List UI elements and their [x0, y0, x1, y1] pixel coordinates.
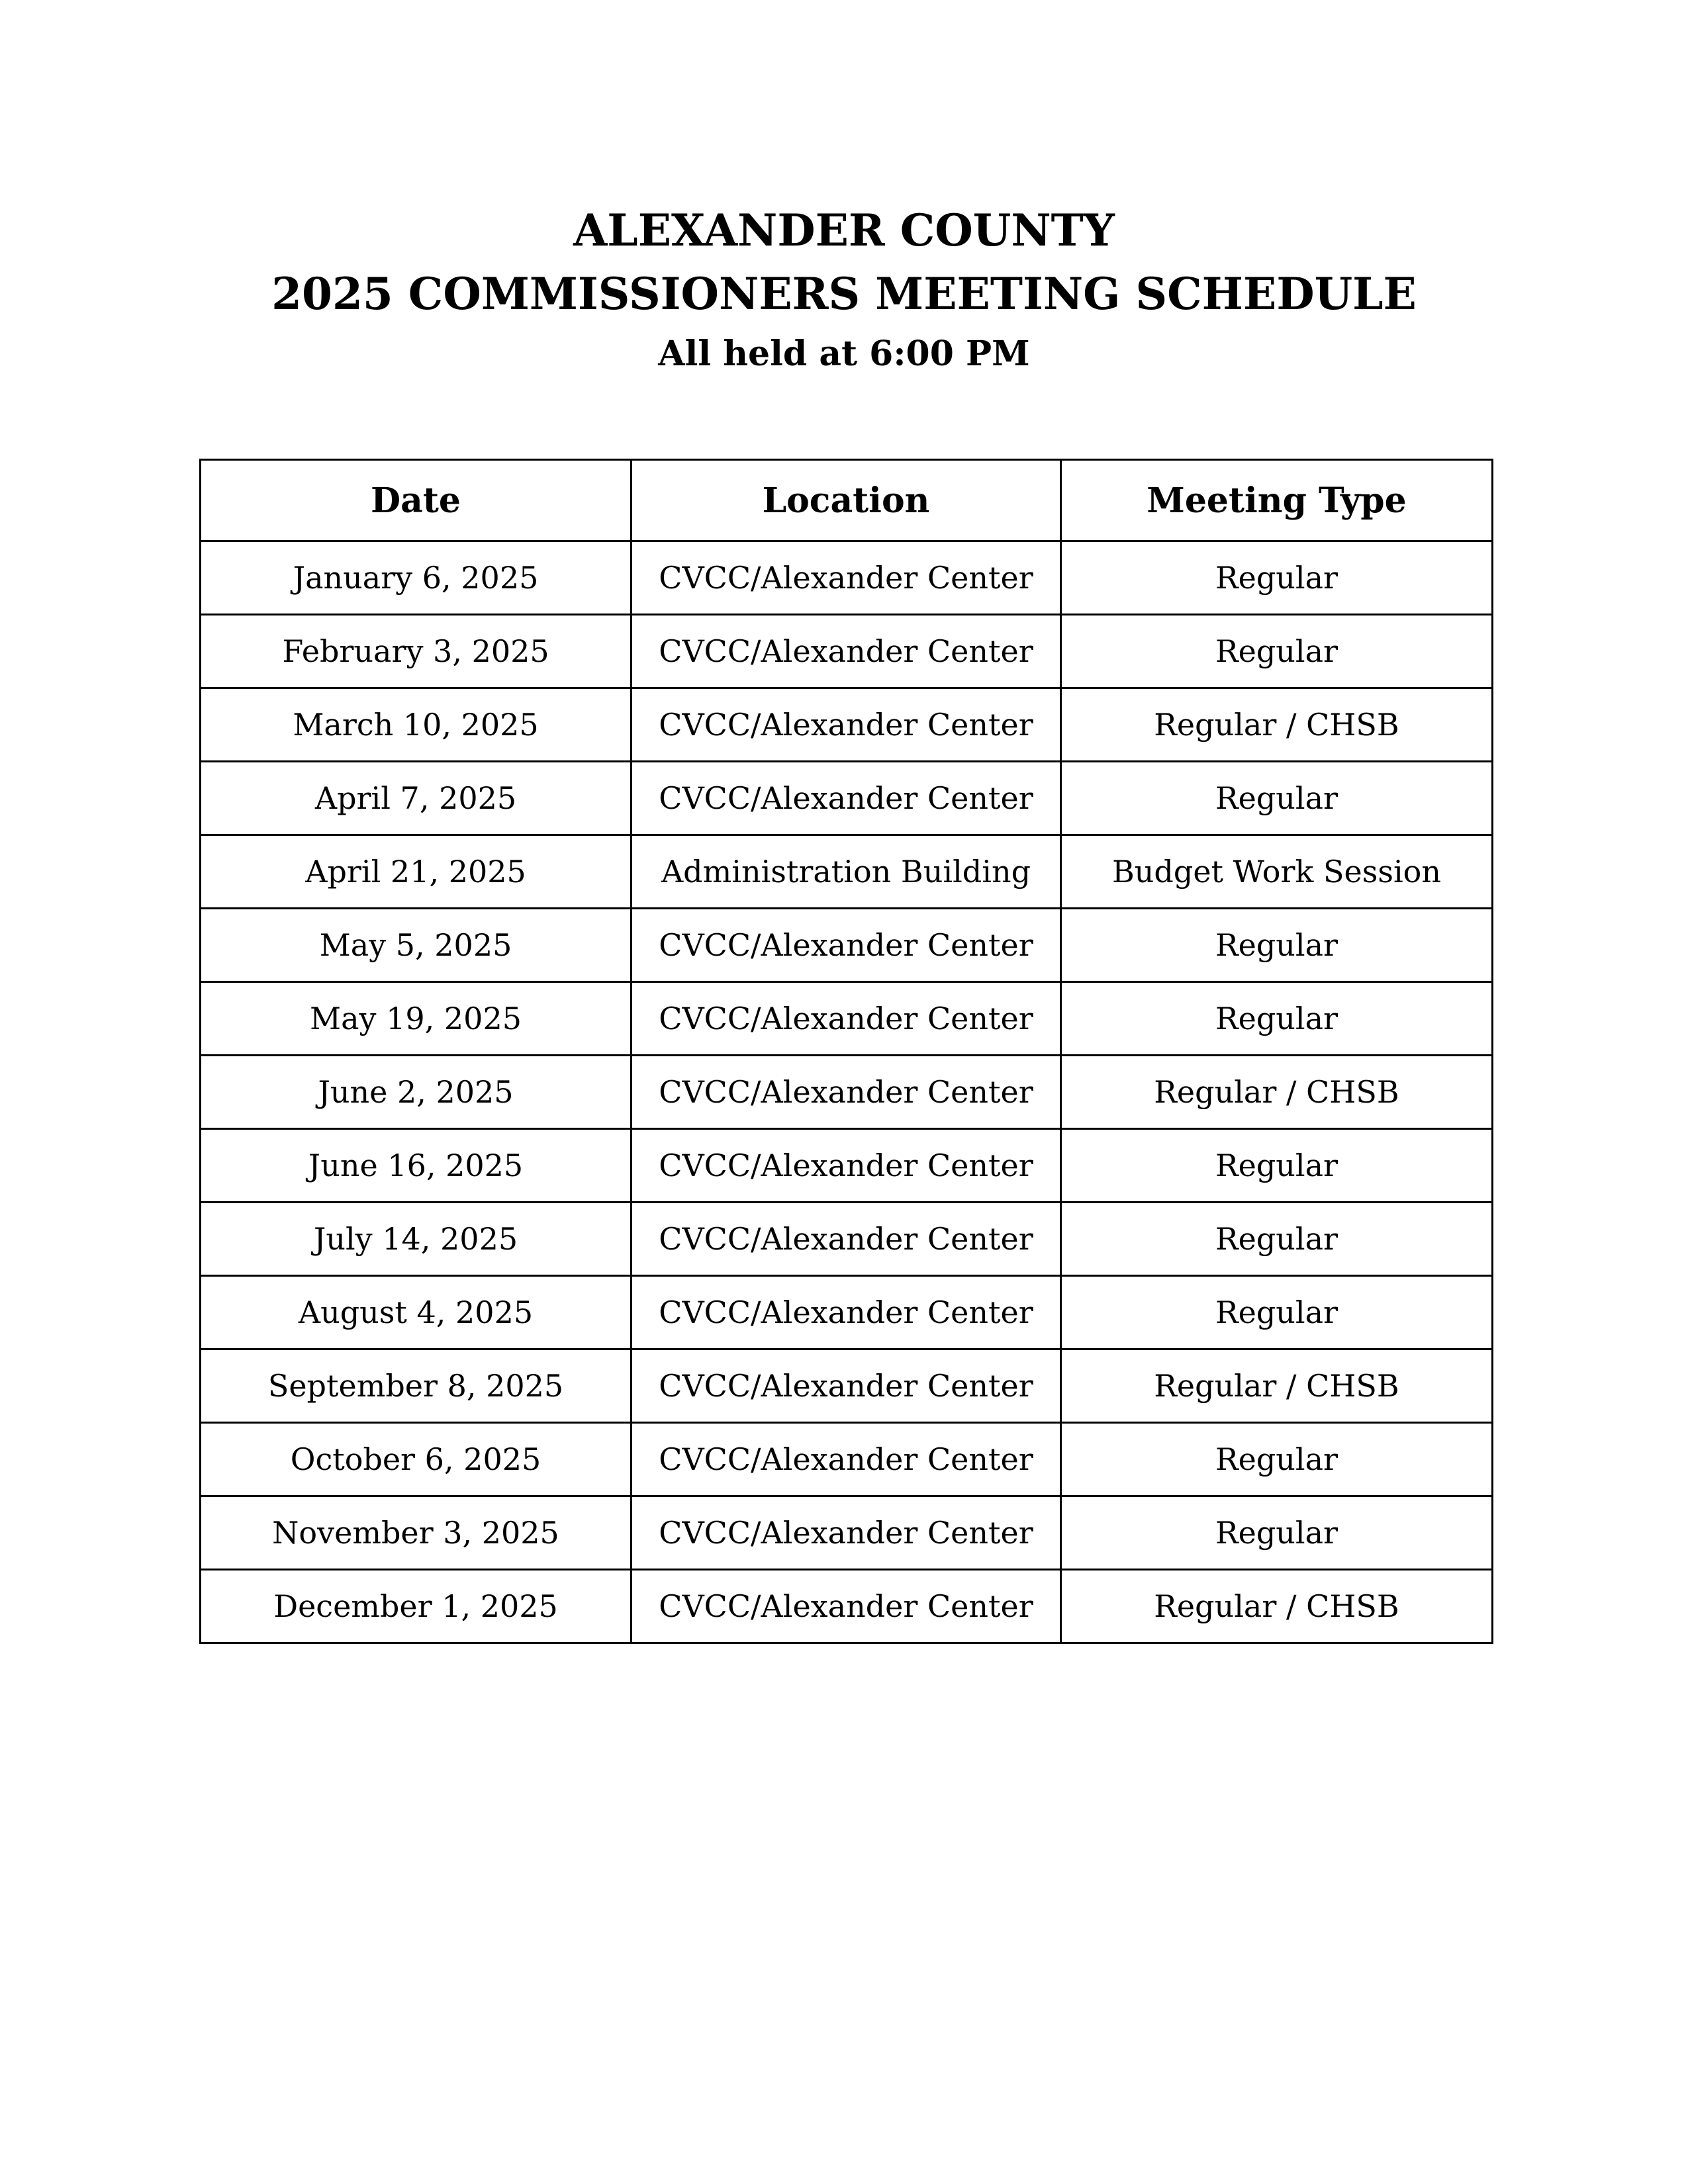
location-cell: CVCC/Alexander Center: [630, 614, 1062, 689]
table-row: November 3, 2025 CVCC/Alexander Center Reg…: [199, 1495, 1493, 1570]
location-cell: CVCC/Alexander Center: [630, 907, 1062, 983]
meeting-schedule-table: Date Location Meeting Type January 6, 20…: [199, 459, 1493, 1644]
location-cell: CVCC/Alexander Center: [630, 687, 1062, 762]
table-row: May 19, 2025 CVCC/Alexander Center Regular: [199, 981, 1493, 1056]
meeting-type-cell: Regular / CHSB: [1060, 1054, 1493, 1130]
schedule-title: 2025 COMMISSIONERS MEETING SCHEDULE: [271, 268, 1417, 320]
meeting-type-cell: Regular: [1060, 760, 1493, 836]
table-row: May 5, 2025 CVCC/Alexander Center Regular: [199, 907, 1493, 983]
table-row: October 6, 2025 CVCC/Alexander Center Regu…: [199, 1422, 1493, 1497]
table-row: March 10, 2025 CVCC/Alexander Center Regul…: [199, 687, 1493, 762]
table-row: February 3, 2025 CVCC/Alexander Center Reg…: [199, 614, 1493, 689]
location-cell: CVCC/Alexander Center: [630, 1275, 1062, 1350]
meeting-type-cell: Regular / CHSB: [1060, 687, 1493, 762]
table-row: June 16, 2025 CVCC/Alexander Center Regula…: [199, 1128, 1493, 1203]
date-cell: January 6, 2025: [199, 540, 632, 615]
meeting-type-cell: Regular: [1060, 614, 1493, 689]
date-cell: June 2, 2025: [199, 1054, 632, 1130]
location-cell: CVCC/Alexander Center: [630, 1569, 1062, 1644]
date-cell: July 14, 2025: [199, 1201, 632, 1277]
meeting-time-subtitle: All held at 6:00 PM: [658, 334, 1030, 374]
table-row: July 14, 2025 CVCC/Alexander Center Regula…: [199, 1201, 1493, 1277]
location-cell: CVCC/Alexander Center: [630, 1054, 1062, 1130]
table-row: April 21, 2025 Administration Building Bud…: [199, 834, 1493, 909]
location-cell: CVCC/Alexander Center: [630, 1128, 1062, 1203]
meeting-type-cell: Budget Work Session: [1060, 834, 1493, 909]
location-cell: CVCC/Alexander Center: [630, 1422, 1062, 1497]
document-header: ALEXANDER COUNTY 2025 COMMISSIONERS MEET…: [0, 199, 1688, 383]
location-cell: Administration Building: [630, 834, 1062, 909]
date-cell: October 6, 2025: [199, 1422, 632, 1497]
table-row: June 2, 2025 CVCC/Alexander Center Regular…: [199, 1054, 1493, 1130]
table-row: September 8, 2025 CVCC/Alexander Center Re…: [199, 1348, 1493, 1424]
meeting-type-cell: Regular / CHSB: [1060, 1348, 1493, 1424]
meeting-type-cell: Regular / CHSB: [1060, 1569, 1493, 1644]
date-cell: September 8, 2025: [199, 1348, 632, 1424]
meeting-type-cell: Regular: [1060, 907, 1493, 983]
meeting-type-cell: Regular: [1060, 540, 1493, 615]
column-header-location: Location: [630, 459, 1062, 542]
table-row: April 7, 2025 CVCC/Alexander Center Regula…: [199, 760, 1493, 836]
date-cell: March 10, 2025: [199, 687, 632, 762]
meeting-type-cell: Regular: [1060, 1275, 1493, 1350]
location-cell: CVCC/Alexander Center: [630, 1201, 1062, 1277]
location-cell: CVCC/Alexander Center: [630, 1348, 1062, 1424]
county-title: ALEXANDER COUNTY: [573, 205, 1115, 256]
meeting-type-cell: Regular: [1060, 1422, 1493, 1497]
table-row: January 6, 2025 CVCC/Alexander Center Regu…: [199, 540, 1493, 615]
table-row: August 4, 2025 CVCC/Alexander Center Regul…: [199, 1275, 1493, 1350]
table-header-row: Date Location Meeting Type: [199, 459, 1493, 542]
column-header-meeting-type: Meeting Type: [1060, 459, 1493, 542]
date-cell: August 4, 2025: [199, 1275, 632, 1350]
meeting-type-cell: Regular: [1060, 1128, 1493, 1203]
date-cell: May 5, 2025: [199, 907, 632, 983]
date-cell: June 16, 2025: [199, 1128, 632, 1203]
date-cell: May 19, 2025: [199, 981, 632, 1056]
meeting-type-cell: Regular: [1060, 1495, 1493, 1570]
location-cell: CVCC/Alexander Center: [630, 1495, 1062, 1570]
meeting-type-cell: Regular: [1060, 1201, 1493, 1277]
date-cell: April 21, 2025: [199, 834, 632, 909]
date-cell: November 3, 2025: [199, 1495, 632, 1570]
location-cell: CVCC/Alexander Center: [630, 981, 1062, 1056]
date-cell: December 1, 2025: [199, 1569, 632, 1644]
date-cell: February 3, 2025: [199, 614, 632, 689]
location-cell: CVCC/Alexander Center: [630, 760, 1062, 836]
location-cell: CVCC/Alexander Center: [630, 540, 1062, 615]
column-header-date: Date: [199, 459, 632, 542]
date-cell: April 7, 2025: [199, 760, 632, 836]
table-row: December 1, 2025 CVCC/Alexander Center Reg…: [199, 1569, 1493, 1644]
meeting-type-cell: Regular: [1060, 981, 1493, 1056]
